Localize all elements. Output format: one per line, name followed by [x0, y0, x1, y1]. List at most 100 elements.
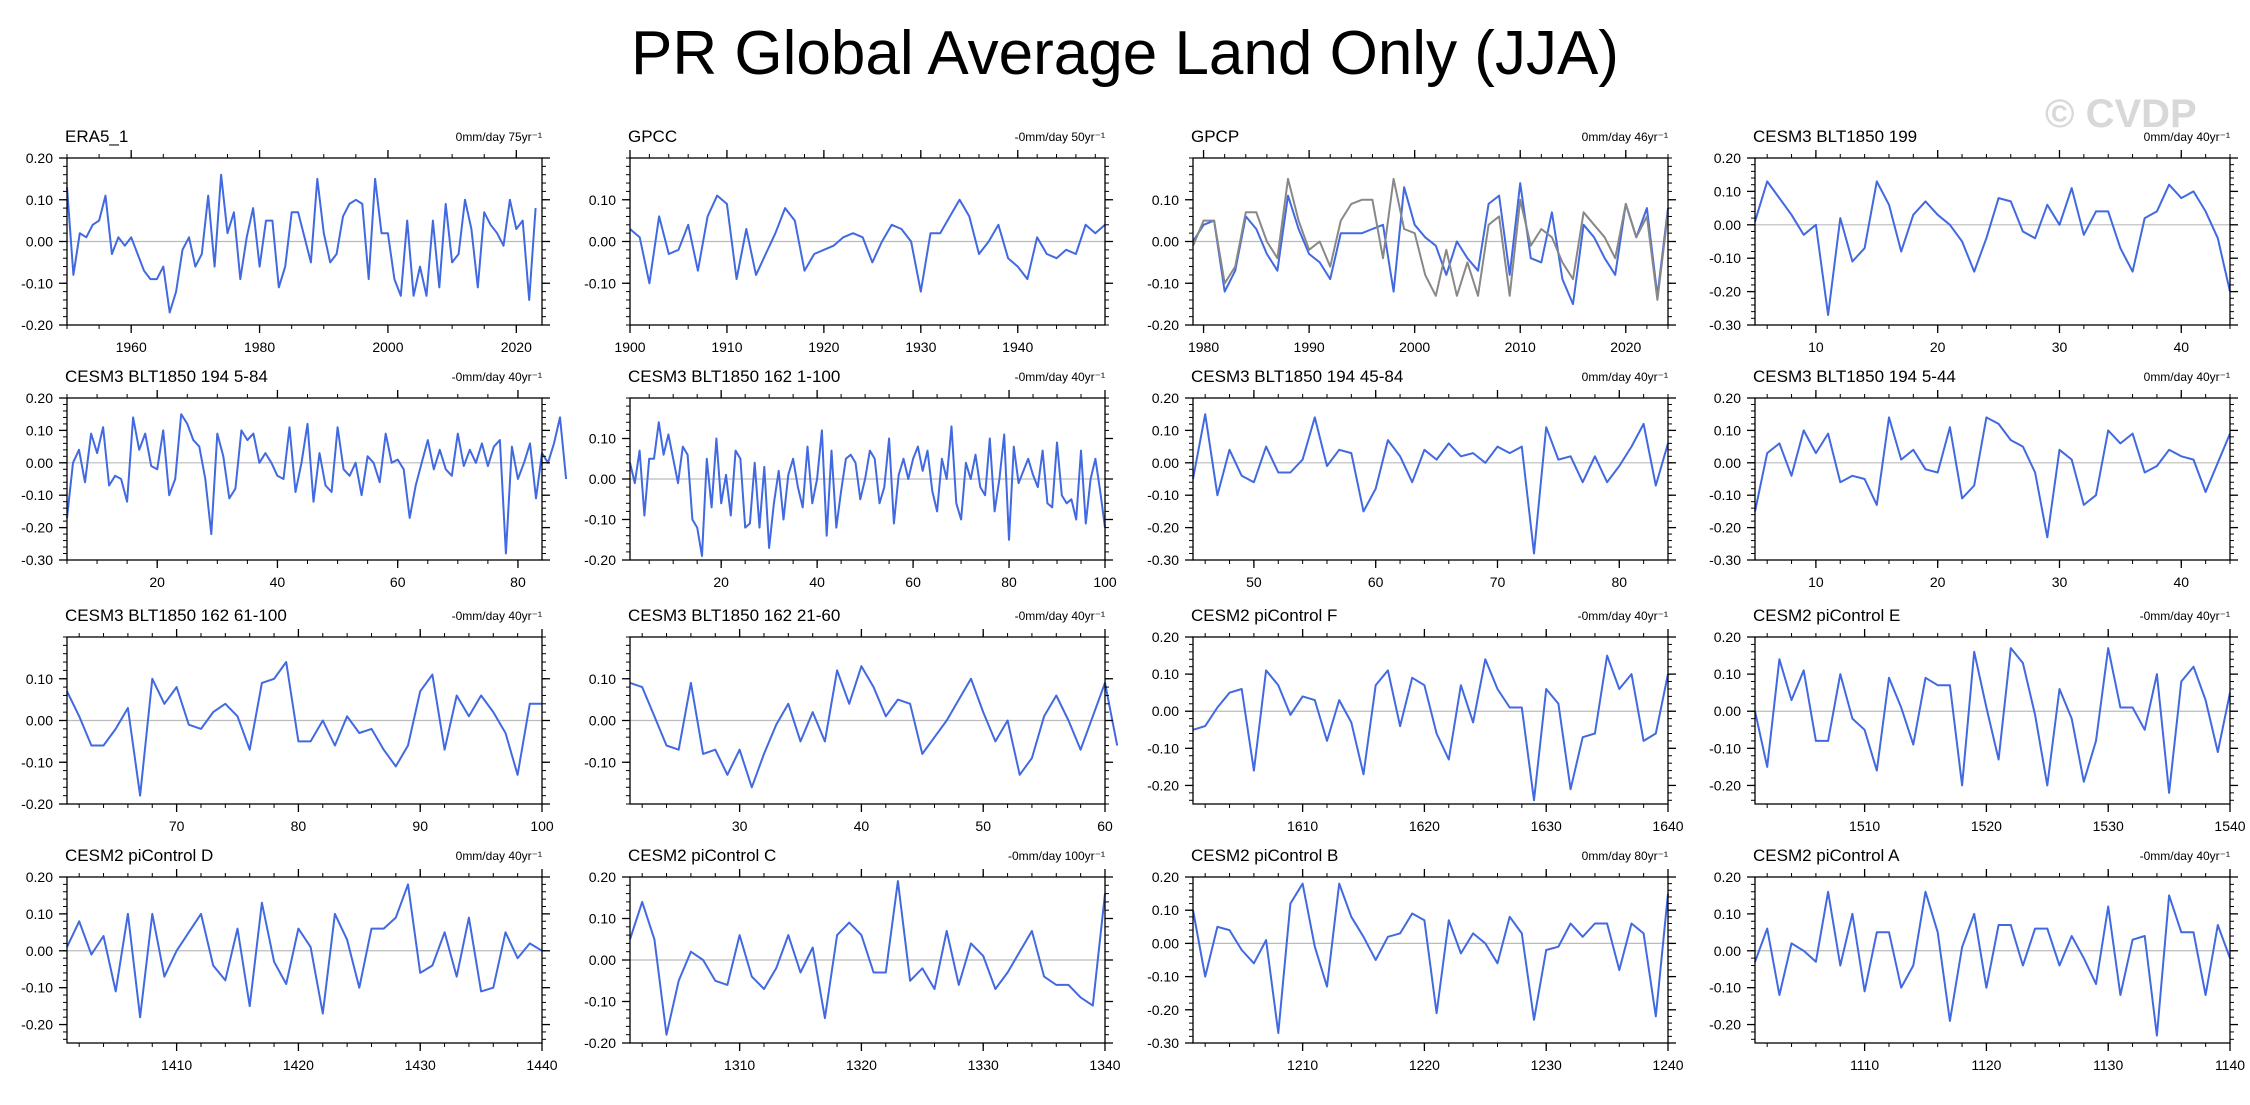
y-tick-label: -0.20	[1709, 777, 1741, 793]
y-tick-label: -0.20	[1709, 520, 1741, 536]
x-tick-label: 20	[149, 574, 165, 590]
x-tick-label: 30	[732, 818, 748, 834]
x-tick-label: 60	[1097, 818, 1113, 834]
chart-panel: CESM3 BLT1850 194 5-44 0mm/day 40yr⁻¹ 10 20…	[1709, 367, 2238, 590]
y-tick-label: -0.20	[1147, 317, 1179, 333]
chart-title: CESM3 BLT1850 194 5-84	[65, 367, 268, 386]
chart-subtitle: -0mm/day 50yr⁻¹	[1015, 130, 1105, 144]
plot-frame	[1192, 876, 1669, 1044]
y-tick-label: 0.10	[26, 422, 53, 438]
x-tick-label: 20	[713, 574, 729, 590]
x-tick-label: 10	[1808, 339, 1824, 355]
chart-title: CESM3 BLT1850 162 61-100	[65, 606, 287, 625]
plot-frame	[1754, 157, 2231, 326]
y-tick-label: -0.20	[1709, 284, 1741, 300]
y-tick-label: -0.20	[1709, 1017, 1741, 1033]
y-tick-label: 0.10	[1152, 666, 1179, 682]
x-tick-label: 2010	[1505, 339, 1536, 355]
y-tick-label: -0.20	[21, 796, 53, 812]
y-tick-label: -0.30	[21, 552, 53, 568]
chart-subtitle: -0mm/day 40yr⁻¹	[1578, 609, 1668, 623]
y-tick-label: 0.20	[1152, 390, 1179, 406]
chart-title: ERA5_1	[65, 127, 128, 146]
y-tick-label: -0.10	[21, 275, 53, 291]
x-tick-label: 1510	[1849, 818, 1880, 834]
chart-subtitle: 0mm/day 40yr⁻¹	[1582, 370, 1668, 384]
y-tick-label: -0.20	[1147, 777, 1179, 793]
y-tick-label: 0.20	[26, 869, 53, 885]
x-tick-label: 1310	[724, 1057, 755, 1073]
y-tick-label: 0.10	[1714, 422, 1741, 438]
x-tick-label: 1910	[711, 339, 742, 355]
chart-title: CESM2 piControl C	[628, 846, 776, 865]
x-tick-label: 80	[510, 574, 526, 590]
chart-panel: GPCP 0mm/day 46yr⁻¹ 1980 1990 2000 2010 2020 -0…	[1147, 127, 1676, 355]
x-tick-label: 80	[291, 818, 307, 834]
y-tick-label: 0.00	[1152, 703, 1179, 719]
y-tick-label: -0.10	[584, 512, 616, 528]
chart-panel: CESM2 piControl C -0mm/day 100yr⁻¹ 1310 132…	[584, 846, 1121, 1073]
series-line	[66, 413, 568, 555]
y-tick-label: 0.00	[26, 234, 53, 250]
y-tick-label: 0.10	[26, 671, 53, 687]
x-tick-label: 80	[1611, 574, 1627, 590]
x-tick-label: 60	[905, 574, 921, 590]
y-tick-label: -0.10	[584, 754, 616, 770]
y-tick-label: -0.10	[1147, 487, 1179, 503]
chart-title: CESM2 piControl A	[1753, 846, 1900, 865]
x-tick-label: 1940	[1002, 339, 1033, 355]
x-tick-label: 1210	[1287, 1057, 1318, 1073]
series-line	[1192, 182, 1669, 306]
chart-panel: ERA5_1 0mm/day 75yr⁻¹ 1960 1980 2000 2020 -0.2…	[21, 127, 550, 355]
chart-panel: CESM2 piControl E -0mm/day 40yr⁻¹ 1510 1520…	[1709, 606, 2246, 834]
chart-panel: CESM2 piControl A -0mm/day 40yr⁻¹ 1110 1120…	[1709, 846, 2245, 1073]
y-tick-label: -0.10	[1709, 250, 1741, 266]
chart-panel: CESM3 BLT1850 199 0mm/day 40yr⁻¹ 10 20 30 40 -…	[1709, 127, 2238, 355]
x-tick-label: 90	[412, 818, 428, 834]
y-tick-label: -0.20	[1147, 1002, 1179, 1018]
series-line	[1192, 654, 1669, 802]
series-line	[629, 665, 1119, 789]
plot-frame	[1754, 636, 2231, 805]
y-tick-label: 0.20	[26, 150, 53, 166]
x-tick-label: 2000	[1399, 339, 1430, 355]
x-tick-label: 1140	[2215, 1057, 2245, 1073]
y-tick-label: 0.10	[1714, 666, 1741, 682]
chart-subtitle: -0mm/day 40yr⁻¹	[2140, 849, 2230, 863]
page-title: PR Global Average Land Only (JJA)	[631, 19, 1619, 88]
y-tick-label: 0.00	[1714, 217, 1741, 233]
chart-title: CESM3 BLT1850 162 21-60	[628, 606, 840, 625]
chart-title: CESM3 BLT1850 194 5-44	[1753, 367, 1956, 386]
chart-title: GPCP	[1191, 127, 1239, 146]
x-tick-label: 40	[2173, 339, 2189, 355]
chart-title: CESM3 BLT1850 194 45-84	[1191, 367, 1403, 386]
x-tick-label: 1640	[1652, 818, 1683, 834]
x-tick-label: 60	[390, 574, 406, 590]
chart-subtitle: 0mm/day 80yr⁻¹	[1582, 849, 1668, 863]
y-tick-label: -0.30	[1709, 552, 1741, 568]
x-tick-label: 1320	[846, 1057, 877, 1073]
chart-panel: CESM2 piControl F -0mm/day 40yr⁻¹ 1610 1620…	[1147, 606, 1684, 834]
x-tick-label: 1430	[405, 1057, 436, 1073]
x-tick-label: 60	[1368, 574, 1384, 590]
y-tick-label: 0.10	[1152, 422, 1179, 438]
chart-panel: CESM3 BLT1850 194 45-84 0mm/day 40yr⁻¹ 50 6…	[1147, 367, 1676, 590]
chart-title: CESM2 piControl B	[1191, 846, 1338, 865]
x-tick-label: 1960	[116, 339, 147, 355]
y-tick-label: -0.10	[1709, 487, 1741, 503]
y-tick-label: 0.10	[1714, 906, 1741, 922]
chart-panel: CESM3 BLT1850 162 1-100 -0mm/day 40yr⁻¹ 20…	[584, 367, 1117, 590]
series-line	[1192, 177, 1669, 301]
y-tick-label: -0.10	[1147, 969, 1179, 985]
plot-frame	[66, 397, 543, 561]
x-tick-label: 1990	[1294, 339, 1325, 355]
series-line	[1754, 647, 2231, 794]
y-tick-label: -0.20	[21, 1017, 53, 1033]
y-tick-label: 0.00	[589, 471, 616, 487]
series-line	[66, 173, 537, 314]
plot-frame	[1754, 876, 2231, 1044]
x-tick-label: 10	[1808, 574, 1824, 590]
x-tick-label: 1440	[526, 1057, 557, 1073]
y-tick-label: 0.00	[1152, 234, 1179, 250]
x-tick-label: 100	[1093, 574, 1117, 590]
